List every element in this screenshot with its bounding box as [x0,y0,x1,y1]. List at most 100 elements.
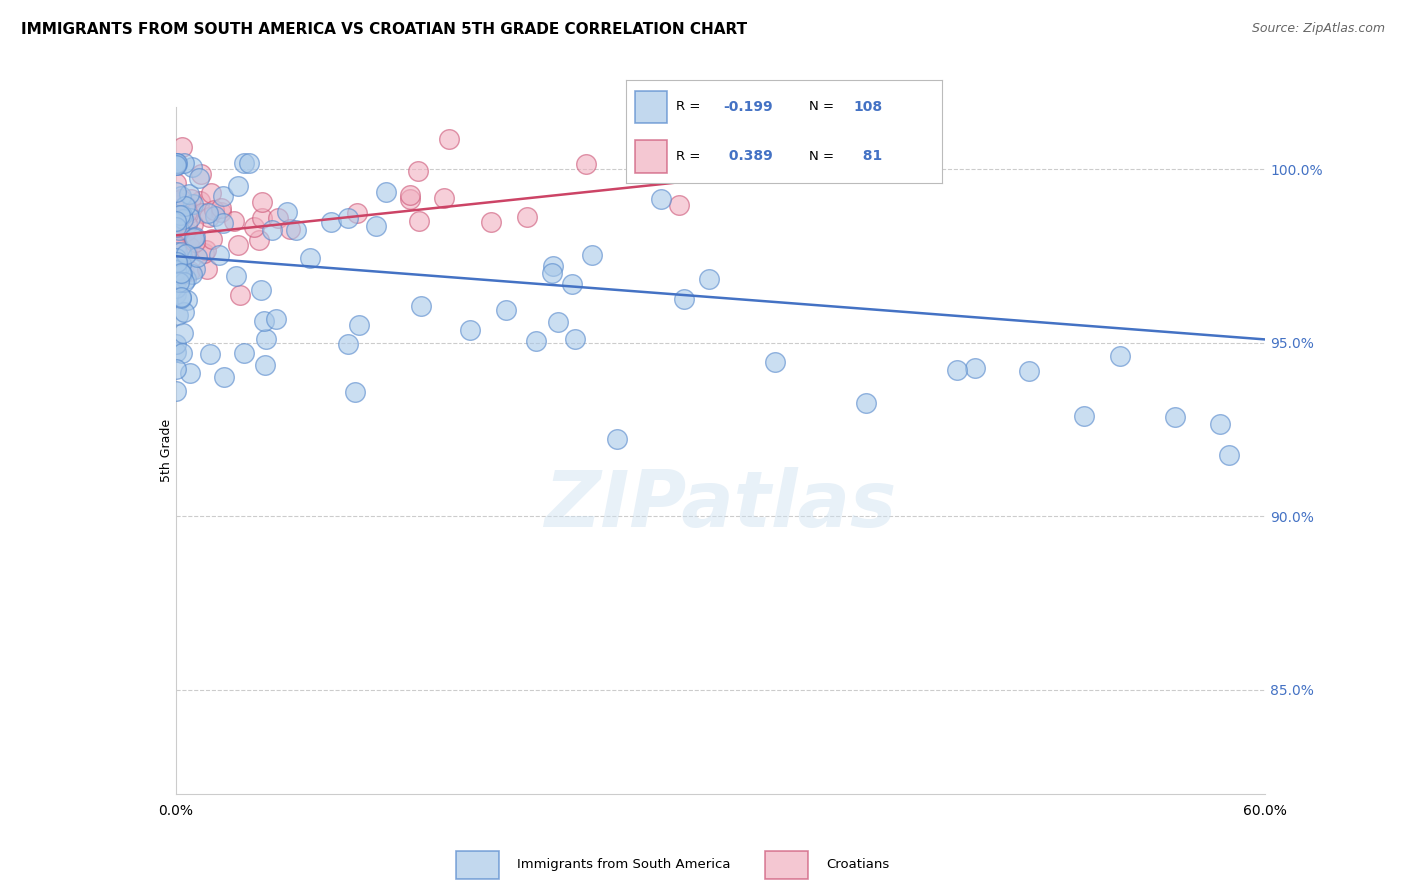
Point [188,194,211,209]
Point [433,192,456,206]
Point [166,218,188,232]
Point [606,432,628,446]
Point [945,362,967,376]
Point [561,277,583,292]
Point [179,264,201,278]
Point [1109,349,1132,363]
Point [668,197,690,211]
Point [176,293,198,307]
Point [1209,417,1232,431]
Point [197,261,219,276]
Point [165,263,187,277]
Point [254,358,277,372]
Point [165,227,187,242]
Point [174,249,197,263]
Point [170,229,193,244]
Point [516,211,538,225]
Point [226,178,249,193]
Point [165,224,187,238]
Point [165,206,187,220]
Point [170,346,193,360]
Point [200,186,222,201]
Point [165,219,187,234]
Point [399,192,422,206]
Point [547,315,569,329]
Point [165,286,187,301]
Point [202,203,225,218]
Point [650,192,672,206]
Point [225,269,247,284]
Point [166,202,188,216]
Point [191,206,214,220]
Point [336,337,359,351]
Point [399,187,422,202]
Point [197,210,219,224]
Point [180,160,202,174]
Point [541,259,564,273]
Point [238,155,260,169]
Point [460,323,482,337]
Text: 81: 81 [853,149,883,163]
Point [222,214,245,228]
Text: Croatians: Croatians [827,858,890,871]
Point [173,326,195,340]
Point [174,247,197,261]
Point [250,195,273,210]
Point [165,238,187,252]
Text: R =: R = [676,101,700,113]
Point [575,157,598,171]
Bar [765,851,808,879]
Point [165,158,187,172]
Point [253,314,276,328]
Point [165,281,187,295]
Point [347,318,370,332]
Point [170,213,193,227]
Text: Source: ZipAtlas.com: Source: ZipAtlas.com [1251,22,1385,36]
Point [166,308,188,322]
Point [170,291,193,305]
Bar [636,91,666,123]
Point [166,245,188,260]
Point [1018,364,1040,378]
Point [200,346,222,360]
Point [169,276,191,290]
Point [280,222,302,236]
Point [172,208,194,222]
Point [179,366,201,380]
Point [179,211,201,225]
Point [165,240,187,254]
Point [184,262,207,277]
Text: Immigrants from South America: Immigrants from South America [517,858,731,871]
Point [193,245,215,260]
Point [581,247,603,261]
Point [183,197,205,211]
Point [166,194,188,208]
Point [173,199,195,213]
Point [165,194,187,209]
Y-axis label: 5th Grade: 5th Grade [160,419,173,482]
Point [165,233,187,247]
Point [165,384,187,398]
Text: 0.389: 0.389 [724,149,772,163]
Point [174,224,197,238]
Point [165,185,187,199]
Point [166,255,188,269]
Point [169,266,191,280]
Point [177,186,200,201]
Point [437,132,460,146]
Point [170,189,193,203]
Point [170,249,193,263]
Bar [636,140,666,173]
Point [170,257,193,271]
Point [165,215,187,229]
Text: IMMIGRANTS FROM SOUTH AMERICA VS CROATIAN 5TH GRADE CORRELATION CHART: IMMIGRANTS FROM SOUTH AMERICA VS CROATIA… [21,22,747,37]
Point [167,196,190,211]
Point [243,220,266,235]
Point [174,272,197,286]
Point [209,205,232,219]
Point [169,209,191,223]
Point [166,215,188,229]
Point [165,219,187,233]
Point [172,212,194,227]
Point [176,205,198,219]
